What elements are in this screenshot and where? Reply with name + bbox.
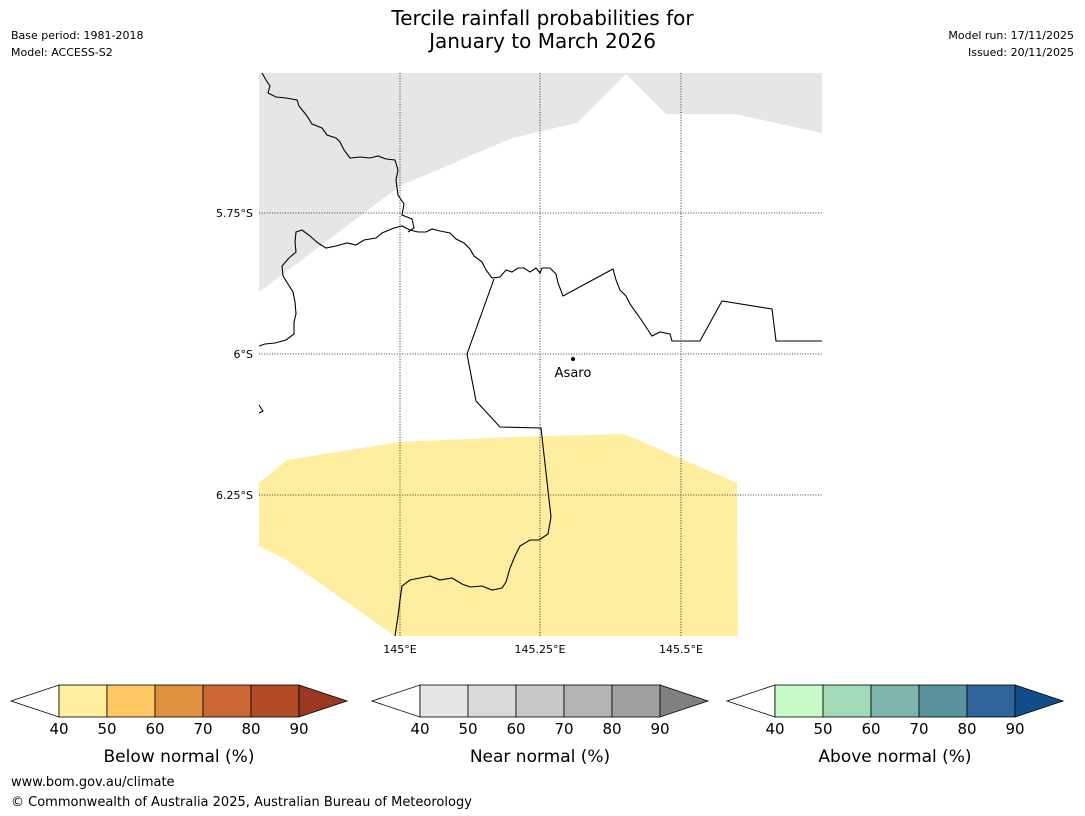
legend-swatch-50 <box>467 684 517 718</box>
province-border-central <box>258 225 822 347</box>
legend-swatch-60 <box>870 684 920 718</box>
legend-tick-40: 40 <box>49 720 68 738</box>
legend-tick-40: 40 <box>410 720 429 738</box>
legend-tick-70: 70 <box>193 720 212 738</box>
legend-near-normal: 40 50 60 70 80 90 Near normal (%) <box>370 684 710 767</box>
legend-arrow-low <box>370 684 421 718</box>
below-normal-region <box>259 434 738 636</box>
legend-swatch-80 <box>250 684 300 718</box>
legend-tick-90: 90 <box>1005 720 1024 738</box>
base-period: Base period: 1981-2018 <box>11 29 144 42</box>
legend-label-near-normal: Near normal (%) <box>470 747 610 767</box>
legend-swatch-40 <box>419 684 469 718</box>
legend-arrow-high <box>1014 684 1065 718</box>
model-name: Model: ACCESS-S2 <box>11 46 113 59</box>
title-line-1: Tercile rainfall probabilities for <box>391 6 694 30</box>
legend-swatch-60 <box>154 684 204 718</box>
legend-arrow-low <box>725 684 776 718</box>
lon-label-145-25: 145.25°E <box>515 643 566 656</box>
legend-swatch-70 <box>202 684 252 718</box>
legend-tick-60: 60 <box>145 720 164 738</box>
legend-swatch-70 <box>563 684 613 718</box>
legend-tick-60: 60 <box>861 720 880 738</box>
legend-label-above-normal: Above normal (%) <box>818 747 971 767</box>
lon-label-145-5: 145.5°E <box>659 643 703 656</box>
legend-tick-80: 80 <box>602 720 621 738</box>
legend-arrow-high <box>659 684 710 718</box>
legend-arrow-low <box>9 684 60 718</box>
legend-tick-90: 90 <box>289 720 308 738</box>
legend-swatch-80 <box>966 684 1016 718</box>
legend-tick-50: 50 <box>97 720 116 738</box>
province-border-north <box>261 72 415 233</box>
near-normal-region <box>259 73 822 292</box>
model-run: Model run: 17/11/2025 <box>948 29 1074 42</box>
legend-label-below-normal: Below normal (%) <box>104 747 255 767</box>
legend-swatch-50 <box>106 684 156 718</box>
lon-label-145: 145°E <box>383 643 416 656</box>
legend-arrow-high <box>298 684 349 718</box>
province-border-west-fragment <box>258 404 264 414</box>
meta-right: Model run: 17/11/2025 Issued: 20/11/2025 <box>948 27 1074 61</box>
legend-tick-80: 80 <box>957 720 976 738</box>
place-label-asaro: Asaro <box>555 366 592 381</box>
legend-swatch-50 <box>822 684 872 718</box>
legend-swatch-70 <box>918 684 968 718</box>
legend-tick-70: 70 <box>554 720 573 738</box>
lat-label-6: 6°S <box>234 348 253 361</box>
map-svg: Asaro 5.75°S 6°S 6.25°S 145°E 145.25°E 1… <box>216 72 822 656</box>
province-border-south <box>394 278 552 637</box>
legend-tick-40: 40 <box>765 720 784 738</box>
legend-swatch-60 <box>515 684 565 718</box>
legend-swatch-40 <box>774 684 824 718</box>
footer-url[interactable]: www.bom.gov.au/climate <box>11 775 175 790</box>
legend-above-normal: 40 50 60 70 80 90 Above normal (%) <box>725 684 1065 767</box>
map-title: Tercile rainfall probabilities for Janua… <box>0 7 1085 53</box>
legend-tick-60: 60 <box>506 720 525 738</box>
issued-date: Issued: 20/11/2025 <box>967 46 1074 59</box>
meta-left: Base period: 1981-2018 Model: ACCESS-S2 <box>11 27 143 61</box>
footer-copyright: © Commonwealth of Australia 2025, Austra… <box>11 795 472 810</box>
lat-label-6-25: 6.25°S <box>216 489 253 502</box>
legends-svg: 40 50 60 70 80 90 Below normal (%) 40 50 60 70 80 9… <box>9 684 1065 767</box>
legend-swatch-40 <box>58 684 108 718</box>
legend-tick-70: 70 <box>909 720 928 738</box>
legend-swatch-80 <box>611 684 661 718</box>
legend-tick-50: 50 <box>813 720 832 738</box>
legend-tick-80: 80 <box>241 720 260 738</box>
lat-label-5-75: 5.75°S <box>216 207 253 220</box>
legend-tick-90: 90 <box>650 720 669 738</box>
asaro-marker <box>571 357 575 361</box>
legend-below-normal: 40 50 60 70 80 90 Below normal (%) <box>9 684 349 767</box>
legend-tick-50: 50 <box>458 720 477 738</box>
title-line-2: January to March 2026 <box>429 29 656 53</box>
